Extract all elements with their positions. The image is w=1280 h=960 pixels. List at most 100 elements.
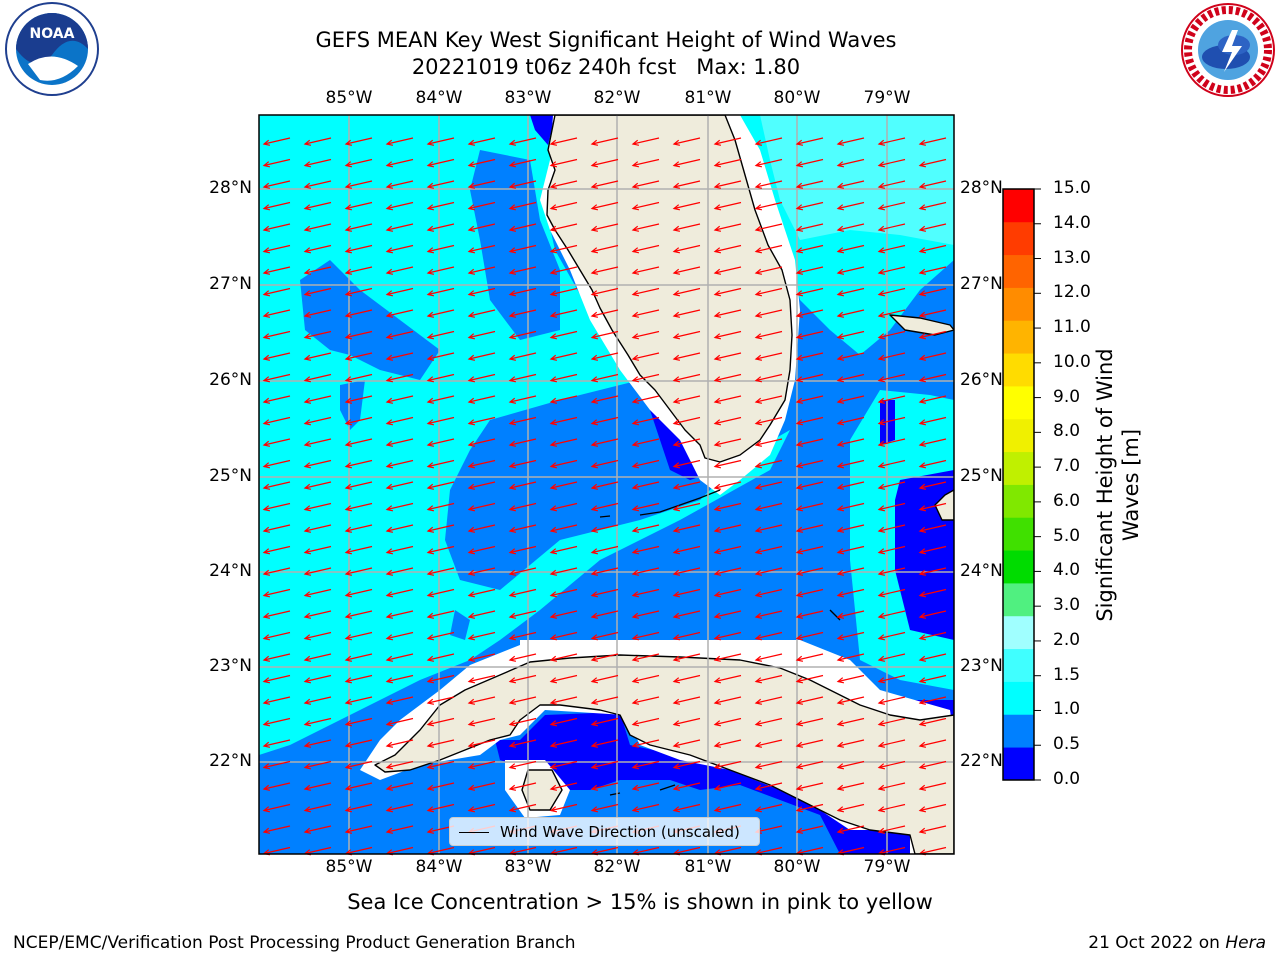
wind-arrow — [344, 223, 373, 232]
wind-arrow — [344, 782, 373, 791]
wind-arrow — [713, 502, 742, 512]
wind-arrow — [344, 244, 373, 254]
wind-arrow — [508, 330, 537, 340]
wind-arrow — [754, 395, 783, 404]
wind-arrow — [467, 588, 496, 598]
wind-arrow — [590, 287, 619, 297]
wind-arrow — [836, 782, 865, 791]
wind-arrow — [672, 481, 701, 490]
wind-arrow — [754, 244, 783, 254]
wind-arrow — [836, 201, 865, 211]
wind-arrow — [795, 266, 824, 275]
wind-arrow — [385, 696, 414, 705]
wind-arrow — [344, 545, 373, 555]
wind-arrow — [795, 674, 824, 684]
wind-arrow — [918, 696, 947, 705]
wind-arrow — [631, 782, 660, 791]
wind-arrow — [713, 180, 742, 189]
bahamas-island — [889, 314, 954, 336]
wind-arrow — [918, 287, 947, 297]
wind-arrow — [754, 653, 783, 662]
wind-arrow — [344, 309, 373, 318]
wind-arrow — [303, 287, 332, 297]
wind-arrow — [672, 330, 701, 340]
wind-arrow — [672, 567, 701, 576]
wind-arrow — [590, 459, 619, 469]
wind-arrow — [795, 244, 824, 254]
wind-arrow — [303, 481, 332, 490]
lat-label-left: 27°N — [209, 274, 252, 294]
wind-arrow — [262, 158, 291, 168]
title-line-1: GEFS MEAN Key West Significant Height of… — [315, 28, 897, 52]
lat-label-right: 25°N — [960, 466, 1003, 486]
wind-arrow — [385, 588, 414, 598]
colorbar — [1003, 189, 1034, 781]
wind-arrow — [795, 373, 824, 383]
wind-arrow — [877, 502, 906, 512]
wind-arrow — [631, 352, 660, 361]
wind-arrow — [467, 803, 496, 813]
wind-arrow — [344, 610, 373, 619]
wind-arrow — [795, 395, 824, 404]
footer-host: Hera — [1225, 933, 1266, 953]
wind-arrow — [426, 524, 455, 533]
wind-arrow — [303, 158, 332, 168]
wind-arrow — [836, 481, 865, 490]
wind-arrow — [549, 631, 578, 641]
colorbar-tick-label: 4.0 — [1053, 560, 1081, 581]
wind-arrow — [672, 137, 701, 146]
wind-arrow — [508, 524, 537, 533]
wind-arrow — [713, 588, 742, 598]
wind-arrow — [262, 739, 291, 748]
wind-arrow — [631, 588, 660, 598]
wind-arrow — [344, 631, 373, 641]
wind-arrow — [303, 674, 332, 684]
colorbar-tick-label: 15.0 — [1053, 178, 1091, 198]
wind-arrow — [713, 610, 742, 619]
colorbar-tick-label: 12.0 — [1053, 282, 1091, 303]
wind-arrow — [508, 244, 537, 254]
wind-arrow — [426, 180, 455, 189]
wind-arrow — [754, 631, 783, 641]
wind-arrow — [385, 395, 414, 404]
map-frame — [258, 114, 955, 855]
wind-arrow — [672, 223, 701, 232]
florida-landmass — [546, 115, 793, 463]
wind-arrow — [467, 438, 496, 447]
colorbar-tick-label: 0.0 — [1053, 769, 1081, 789]
wind-arrow — [590, 631, 619, 641]
wind-arrow — [754, 739, 783, 748]
wind-arrow — [385, 825, 414, 834]
wind-arrow — [877, 137, 906, 146]
wind-arrow — [631, 416, 660, 426]
wind-arrow — [467, 459, 496, 469]
wind-arrow — [590, 481, 619, 490]
wind-arrow — [795, 653, 824, 662]
wind-arrow — [795, 137, 824, 146]
wind-arrow — [467, 330, 496, 340]
wind-arrow — [754, 803, 783, 813]
wind-arrow — [467, 266, 496, 275]
wind-arrow — [426, 631, 455, 641]
wind-arrow — [836, 330, 865, 340]
wind-arrow — [713, 803, 742, 813]
wind-arrow — [795, 696, 824, 705]
wind-arrow — [303, 653, 332, 662]
wind-arrow — [467, 309, 496, 318]
lat-label-left: 23°N — [209, 656, 252, 676]
wind-arrow — [508, 309, 537, 318]
wind-arrow — [795, 739, 824, 748]
wind-arrow — [631, 653, 660, 662]
wind-arrow — [795, 524, 824, 533]
lon-label-top: 84°W — [415, 88, 463, 108]
wind-arrow — [426, 717, 455, 727]
lon-label-bottom: 85°W — [325, 857, 373, 877]
wind-arrow — [303, 180, 332, 189]
wind-arrow — [631, 760, 660, 770]
wind-arrow — [262, 502, 291, 512]
colorbar-segment — [1003, 484, 1034, 518]
colorbar-tick-label: 9.0 — [1053, 386, 1081, 407]
wind-arrow — [795, 502, 824, 512]
footer-credit: NCEP/EMC/Verification Post Processing Pr… — [13, 933, 576, 953]
wind-arrow — [918, 180, 947, 189]
